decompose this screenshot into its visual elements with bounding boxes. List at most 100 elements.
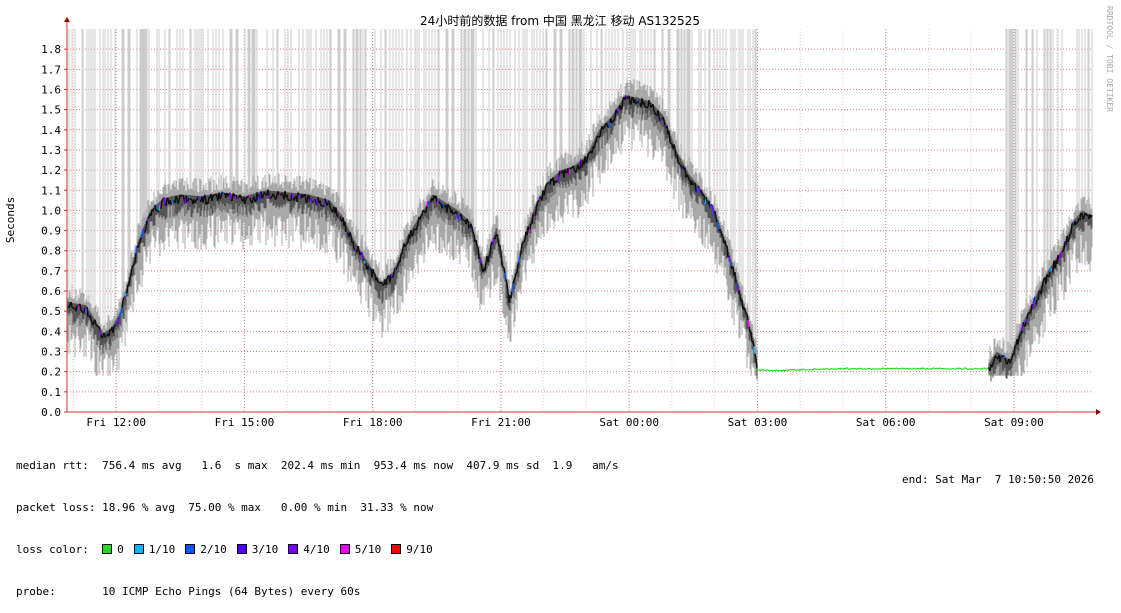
median-segment [521,244,522,251]
median-segment [514,278,515,280]
median-segment [576,168,577,172]
median-segment [1025,322,1026,326]
median-segment [1018,338,1019,345]
y-tick-label: 0.8 [41,245,61,258]
median-segment [649,100,650,105]
median-segment [120,313,121,319]
median-segment [355,250,356,252]
loss-legend-item: 1/10 [134,543,176,556]
median-segment [444,206,445,208]
y-tick-label: 1.1 [41,184,61,197]
median-segment [1015,345,1016,346]
median-segment [416,229,417,230]
median-segment [531,224,532,225]
median-segment [898,368,899,369]
median-segment [730,261,731,266]
median-segment [400,254,401,262]
median-segment [146,221,147,228]
median-segment [739,291,740,297]
median-segment [621,109,622,110]
y-tick-label: 1.7 [41,63,61,76]
smoke-area [68,29,1092,381]
median-segment [148,217,149,218]
loss-legend-label: 9/10 [406,543,433,556]
median-segment [78,306,79,309]
probe-label: probe: [16,585,56,598]
median-segment [746,313,747,314]
median-segment [136,246,137,253]
median-segment [1069,234,1070,239]
median-segment [190,198,191,200]
median-segment [636,102,637,103]
median-segment [246,197,247,198]
median-segment [382,283,383,285]
median-segment [381,282,382,283]
probe-row: probe: 10 ICMP Echo Pings (64 Bytes) eve… [16,585,619,599]
median-segment [1059,258,1060,261]
median-segment [187,201,188,203]
median-segment [762,369,763,370]
median-segment [932,368,933,369]
median-segment [687,175,688,177]
median-segment [747,314,748,320]
median-segment [252,199,253,203]
loss-legend-label: 4/10 [303,543,330,556]
x-tick-label: Fri 15:00 [215,416,275,429]
median-segment [212,196,213,201]
median-segment [599,137,600,138]
median-segment [270,197,271,199]
median-segment [789,369,790,370]
median-segment [155,205,156,210]
median-segment [1036,300,1037,305]
chart-title: 24小时前的数据 from 中国 黑龙江 移动 AS132525 [420,13,700,28]
median-segment [1068,239,1069,242]
median-segment [579,169,580,170]
loss-legend-label: 2/10 [200,543,227,556]
median-segment [594,144,595,148]
end-time: end: Sat Mar 7 10:50:50 2026 [902,473,1094,486]
median-segment [804,369,805,370]
median-segment [720,229,721,232]
packet-loss-values: 18.96 % avg 75.00 % max 0.00 % min 31.33… [102,501,433,514]
loss-legend-swatch [288,544,298,554]
median-segment [124,296,125,298]
median-segment [93,322,94,325]
median-segment [303,195,304,197]
median-segment [588,153,589,154]
median-segment [405,245,406,247]
median-segment [745,309,746,312]
median-segment [449,207,450,208]
y-tick-label: 1.0 [41,204,61,217]
loss-legend-item: 4/10 [288,543,330,556]
median-segment [1043,279,1044,282]
median-segment [105,336,106,337]
median-segment [80,304,81,310]
median-segment [1083,218,1084,220]
y-tick-label: 1.8 [41,43,61,56]
median-segment [287,195,288,200]
median-segment [114,325,115,327]
y-tick-label: 0.2 [41,366,61,379]
median-segment [573,166,574,168]
y-tick-label: 1.5 [41,104,61,117]
median-segment [679,163,680,165]
median-segment [473,232,474,235]
median-segment [223,192,224,194]
median-segment [755,354,756,359]
median-segment [906,369,907,370]
x-tick-label: Sat 09:00 [984,416,1044,429]
median-segment [532,214,533,223]
median-segment [273,194,274,196]
median-segment [622,99,623,109]
median-segment [340,217,341,221]
loss-legend-item: 9/10 [391,543,433,556]
median-segment [196,200,197,201]
probe-values: 10 ICMP Echo Pings (64 Bytes) every 60s [102,585,360,598]
median-segment [631,97,632,104]
median-segment [1063,249,1064,251]
median-segment [677,155,678,162]
median-segment [351,235,352,243]
median-segment [963,368,964,369]
median-segment [290,200,291,201]
